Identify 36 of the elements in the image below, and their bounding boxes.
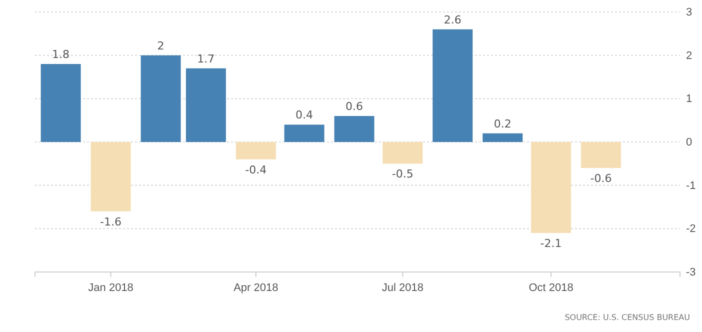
y-tick-label: 0 <box>686 136 692 149</box>
bar <box>531 142 571 233</box>
bar <box>334 116 374 142</box>
bar <box>140 55 181 142</box>
y-tick-label: 1 <box>686 93 692 106</box>
bar <box>482 133 523 142</box>
bar <box>580 142 621 168</box>
bar <box>90 142 131 212</box>
data-label: -2.1 <box>540 237 562 250</box>
x-tick-label: Jan 2018 <box>88 282 134 294</box>
bar <box>236 142 276 160</box>
data-label: -0.4 <box>245 163 267 176</box>
data-label: 1.8 <box>52 48 70 61</box>
y-tick-label: -2 <box>686 223 696 236</box>
data-label: 0.6 <box>346 100 364 113</box>
data-label: 2 <box>157 39 164 52</box>
bar <box>382 142 423 164</box>
y-tick-label: 3 <box>686 6 692 19</box>
data-label: -1.6 <box>100 215 122 228</box>
bar <box>186 68 226 142</box>
bar <box>40 64 81 142</box>
x-tick-label: Jul 2018 <box>382 282 424 294</box>
data-label: 0.4 <box>296 108 314 122</box>
source-note: SOURCE: U.S. CENSUS BUREAU <box>564 313 690 322</box>
x-tick-label: Oct 2018 <box>528 282 574 294</box>
data-label: -0.5 <box>392 168 414 181</box>
y-tick-label: 2 <box>686 50 692 62</box>
x-tick-label: Apr 2018 <box>234 282 278 294</box>
data-label: 0.2 <box>494 117 512 130</box>
bar <box>284 124 324 142</box>
y-tick-label: -1 <box>686 180 696 192</box>
y-tick-label: -3 <box>686 266 696 279</box>
bar <box>432 29 473 142</box>
data-label: 2.6 <box>444 13 462 26</box>
data-label: -0.6 <box>590 172 612 185</box>
data-label: 1.7 <box>197 52 215 66</box>
